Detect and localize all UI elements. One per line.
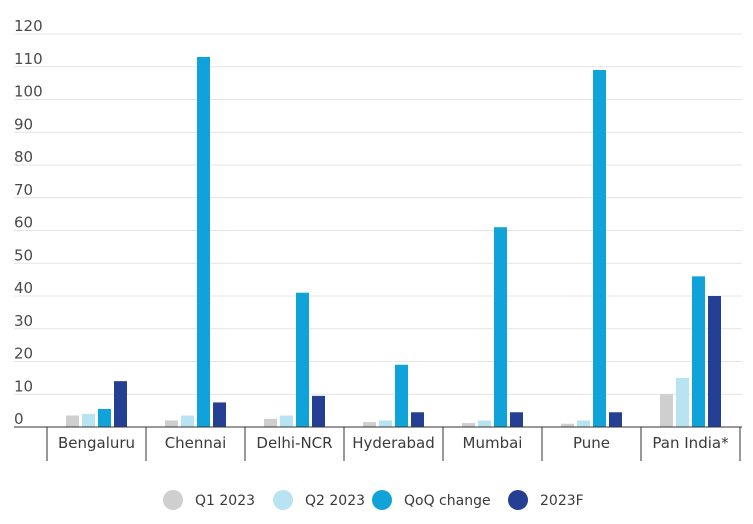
y-tick-label: 70 [14, 181, 33, 199]
x-category-label: Chennai [165, 434, 227, 452]
bar-qoq-change-delhi-ncr [296, 292, 309, 427]
y-tick-label: 80 [14, 148, 33, 166]
bar-2023f-delhi-ncr [312, 395, 325, 427]
legend-item: QoQ change [372, 490, 491, 510]
y-tick-label: 60 [14, 214, 33, 232]
bar-qoq-change-bengaluru [98, 408, 111, 427]
y-tick-label: 40 [14, 279, 33, 297]
legend-swatch [508, 490, 528, 510]
bar-q1-2023-bengaluru [66, 415, 79, 427]
legend-label: Q1 2023 [195, 493, 255, 509]
bar-q1-2023-pan-india- [660, 394, 673, 427]
x-category-label: Bengaluru [58, 434, 135, 452]
legend-item: Q2 2023 [273, 490, 365, 510]
gridlines [14, 33, 742, 428]
x-category-label: Mumbai [463, 434, 523, 452]
y-axis-ticks: 0 10 20 30 40 50 60 70 80 90 100 110 120 [14, 17, 43, 428]
bar-qoq-change-mumbai [494, 227, 507, 427]
y-tick-label: 30 [14, 312, 33, 330]
bar-2023f-chennai [213, 402, 226, 427]
y-tick-label: 120 [14, 17, 43, 35]
legend-swatch [273, 490, 293, 510]
legend-label: Q2 2023 [305, 493, 365, 509]
bar-q2-2023-pune [577, 420, 590, 427]
bar-2023f-mumbai [510, 412, 523, 427]
y-tick-label: 100 [14, 83, 43, 101]
bar-qoq-change-hyderabad [395, 364, 408, 427]
x-category-label: Delhi-NCR [256, 434, 332, 452]
bar-2023f-bengaluru [114, 381, 127, 427]
x-axis: Bengaluru Chennai Delhi-NCR Hyderabad Mumbai… [14, 426, 742, 461]
legend-item: Q1 2023 [163, 490, 255, 510]
y-tick-label: 50 [14, 246, 33, 264]
legend-label: 2023F [540, 493, 584, 509]
y-tick-label: 10 [14, 377, 33, 395]
bar-2023f-pune [609, 412, 622, 427]
bar-q2-2023-mumbai [478, 420, 491, 427]
legend: Q1 2023 Q2 2023 QoQ change 2023F [163, 490, 584, 510]
y-tick-label: 20 [14, 345, 33, 363]
legend-swatch [163, 490, 183, 510]
bar-q2-2023-bengaluru [82, 413, 95, 427]
y-tick-label: 110 [14, 50, 43, 68]
bar-q2-2023-chennai [181, 415, 194, 427]
y-tick-label: 0 [14, 410, 24, 428]
x-category-label: Pune [573, 434, 610, 452]
y-tick-label: 90 [14, 115, 33, 133]
x-category-label: Hyderabad [352, 434, 435, 452]
bar-q2-2023-pan-india- [676, 377, 689, 427]
bar-q1-2023-pune [561, 423, 574, 427]
legend-swatch [372, 490, 392, 510]
bar-qoq-change-chennai [197, 56, 210, 428]
bar-q1-2023-delhi-ncr [264, 418, 277, 427]
bars [66, 56, 721, 428]
bar-q1-2023-hyderabad [363, 422, 376, 427]
bar-q1-2023-chennai [165, 420, 178, 427]
x-category-label: Pan India* [652, 434, 729, 452]
bar-qoq-change-pune [593, 70, 606, 428]
bar-q2-2023-delhi-ncr [280, 415, 293, 427]
bar-qoq-change-pan-india- [692, 276, 705, 427]
bar-q2-2023-hyderabad [379, 420, 392, 427]
bar-q1-2023-mumbai [462, 423, 475, 427]
bar-2023f-pan-india- [708, 296, 721, 427]
legend-label: QoQ change [404, 493, 491, 509]
legend-item: 2023F [508, 490, 584, 510]
bar-2023f-hyderabad [411, 412, 424, 427]
